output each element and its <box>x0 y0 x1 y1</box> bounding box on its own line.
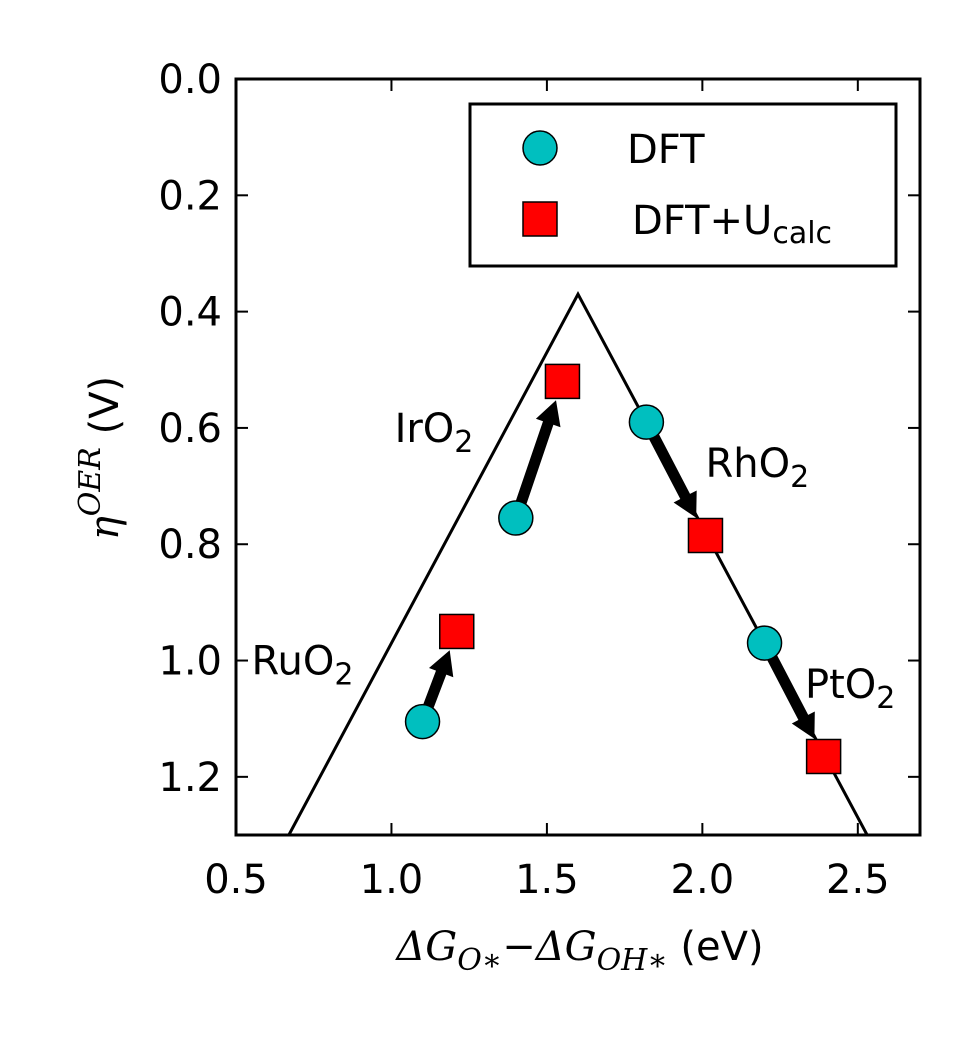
points-group <box>404 363 842 775</box>
point-dft-u-1 <box>438 613 475 650</box>
y-tick-label: 1.0 <box>158 639 222 685</box>
plot-frame <box>234 77 922 837</box>
point-dft-4 <box>746 625 783 661</box>
x-tick-label: 2.0 <box>671 857 735 903</box>
point-dft-u-3 <box>687 517 724 554</box>
legend-label-dft: DFT <box>627 127 705 173</box>
axes-group <box>234 77 922 837</box>
arrow-1 <box>421 650 454 715</box>
x-axis-title: ΔGO∗−ΔGOH∗ (eV) <box>394 924 763 978</box>
ticks-group: 0.5 1.0 1.5 2.0 2.5 0.0 0.2 0.4 0.6 0.8 1.0 1.2 <box>158 57 920 903</box>
y-axis-title: ηOER (V) <box>73 376 128 540</box>
arrow-3 <box>646 428 697 518</box>
label-rho2: RhO2 <box>705 441 809 495</box>
arrow-4 <box>764 649 815 739</box>
label-ruo2: RuO2 <box>252 639 354 693</box>
y-tick-label: 0.6 <box>158 406 222 452</box>
y-tick-label: 0.8 <box>158 522 222 568</box>
y-tick-label: 1.2 <box>158 755 222 801</box>
point-dft-u-2 <box>544 363 581 400</box>
legend-label-dft-u: DFT+Ucalc <box>632 198 832 251</box>
point-dft-3 <box>628 404 665 440</box>
x-tick-label: 1.0 <box>360 857 424 903</box>
annotations-group: RuO2 IrO2 RhO2 PtO2 <box>252 406 896 716</box>
axis-titles: ΔGO∗−ΔGOH∗ (eV) ηOER (V) <box>73 376 764 978</box>
label-pto2: PtO2 <box>805 662 895 716</box>
arrow-2 <box>513 400 561 511</box>
y-tick-label: 0.4 <box>158 290 222 336</box>
point-dft-2 <box>498 500 534 536</box>
x-tick-label: 2.5 <box>826 857 890 903</box>
point-dft-1 <box>404 703 441 740</box>
point-dft-u-4 <box>805 738 842 775</box>
label-iro2: IrO2 <box>395 406 474 460</box>
x-tick-label: 0.5 <box>204 857 268 903</box>
legend-marker-dft <box>522 130 558 166</box>
legend: DFT DFT+Ucalc <box>468 102 898 268</box>
y-tick-label: 0.2 <box>158 173 222 219</box>
x-tick-label: 1.5 <box>515 857 579 903</box>
legend-marker-dft-u <box>522 201 558 237</box>
y-tick-label: 0.0 <box>158 57 222 103</box>
arrows-group <box>421 400 815 739</box>
